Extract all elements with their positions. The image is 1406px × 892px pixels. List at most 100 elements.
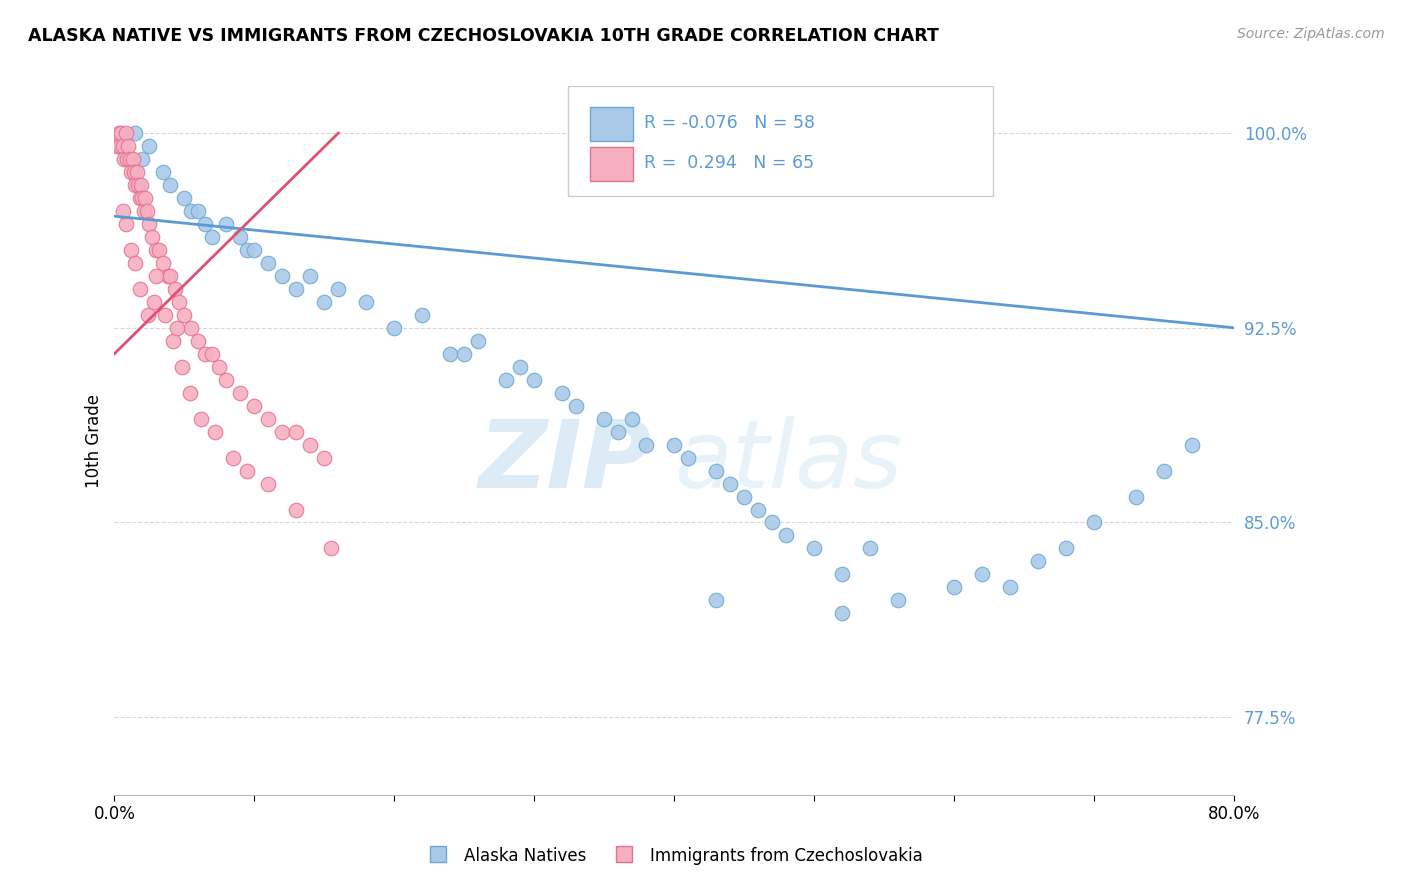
Point xyxy=(180,204,202,219)
Point xyxy=(970,567,993,582)
Point xyxy=(187,204,209,219)
Point xyxy=(159,178,181,192)
Point xyxy=(453,347,475,361)
Point xyxy=(636,437,658,451)
Text: R = -0.076   N = 58: R = -0.076 N = 58 xyxy=(644,114,815,132)
Point xyxy=(204,425,226,439)
FancyBboxPatch shape xyxy=(568,87,993,196)
Point xyxy=(170,359,193,374)
Point xyxy=(118,152,141,166)
Point xyxy=(257,256,280,270)
Bar xyxy=(591,146,633,180)
Point xyxy=(163,282,186,296)
Point xyxy=(121,152,143,166)
Point xyxy=(156,268,179,283)
Point xyxy=(1026,554,1049,568)
Point xyxy=(943,581,966,595)
Point xyxy=(761,516,783,530)
Point xyxy=(159,268,181,283)
Point xyxy=(136,308,159,322)
Point xyxy=(115,152,138,166)
Point xyxy=(1125,490,1147,504)
Point xyxy=(167,294,190,309)
Point xyxy=(285,282,308,296)
Point xyxy=(135,204,157,219)
Point xyxy=(704,464,727,478)
Point xyxy=(314,450,336,465)
Text: Source: ZipAtlas.com: Source: ZipAtlas.com xyxy=(1237,27,1385,41)
Point xyxy=(271,268,294,283)
Point xyxy=(201,230,224,244)
Point xyxy=(153,308,176,322)
Point xyxy=(145,243,167,257)
Point xyxy=(124,178,146,192)
Point xyxy=(859,541,882,556)
Point xyxy=(110,126,132,140)
Point xyxy=(132,204,155,219)
Bar xyxy=(591,107,633,141)
Point xyxy=(114,217,136,231)
Point xyxy=(285,425,308,439)
Point xyxy=(704,593,727,607)
Point xyxy=(105,139,128,153)
Point xyxy=(439,347,461,361)
Text: atlas: atlas xyxy=(673,417,903,508)
Point xyxy=(215,217,238,231)
Point xyxy=(831,607,853,621)
Text: ALASKA NATIVE VS IMMIGRANTS FROM CZECHOSLOVAKIA 10TH GRADE CORRELATION CHART: ALASKA NATIVE VS IMMIGRANTS FROM CZECHOS… xyxy=(28,27,939,45)
Point xyxy=(243,243,266,257)
Point xyxy=(138,217,160,231)
Point xyxy=(328,282,350,296)
Point xyxy=(201,347,224,361)
Point xyxy=(124,256,146,270)
Point xyxy=(662,437,685,451)
Point xyxy=(166,320,188,334)
Point xyxy=(621,411,644,425)
Point xyxy=(1153,464,1175,478)
Point xyxy=(321,541,343,556)
Point xyxy=(314,294,336,309)
Point xyxy=(299,437,322,451)
Point xyxy=(222,450,245,465)
Point xyxy=(124,126,146,140)
Point xyxy=(607,425,630,439)
Point xyxy=(128,282,150,296)
Point xyxy=(173,191,195,205)
Point xyxy=(509,359,531,374)
Point xyxy=(111,139,134,153)
Point xyxy=(120,243,142,257)
Point xyxy=(145,268,167,283)
Point xyxy=(117,139,139,153)
Point xyxy=(467,334,489,348)
Point xyxy=(131,152,153,166)
Point xyxy=(208,359,231,374)
Point xyxy=(114,126,136,140)
Point xyxy=(127,178,149,192)
Point xyxy=(775,528,797,542)
Point xyxy=(257,476,280,491)
Point xyxy=(190,411,212,425)
Point xyxy=(1083,516,1105,530)
Point xyxy=(831,567,853,582)
Point xyxy=(495,373,517,387)
Point xyxy=(152,165,174,179)
Point xyxy=(285,502,308,516)
Point xyxy=(1054,541,1077,556)
Point xyxy=(179,385,201,400)
Point xyxy=(122,165,145,179)
Point xyxy=(215,373,238,387)
Point xyxy=(128,191,150,205)
Point xyxy=(131,191,153,205)
Point xyxy=(107,126,129,140)
Point xyxy=(173,308,195,322)
Point xyxy=(803,541,825,556)
Point xyxy=(187,334,209,348)
Point xyxy=(194,217,217,231)
Point xyxy=(676,450,699,465)
Text: ZIP: ZIP xyxy=(479,416,652,508)
Point xyxy=(356,294,378,309)
Point xyxy=(1181,437,1204,451)
Point xyxy=(141,230,163,244)
Point xyxy=(236,464,259,478)
Point xyxy=(523,373,546,387)
